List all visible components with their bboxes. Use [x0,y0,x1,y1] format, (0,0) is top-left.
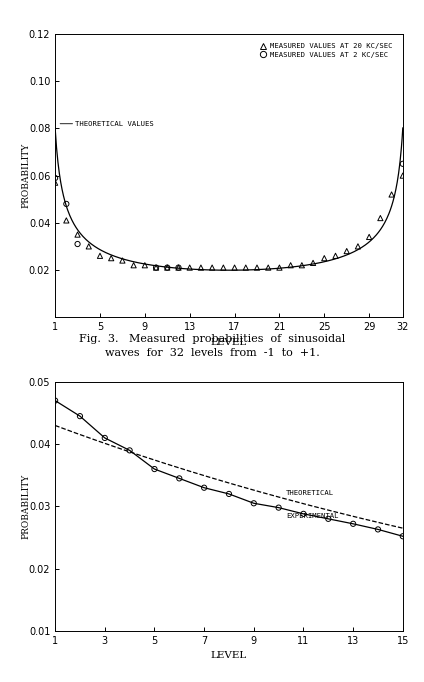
Point [287,260,294,271]
Point [243,262,249,273]
Point [63,198,70,209]
Point [101,432,108,443]
Point [332,250,339,261]
Point [231,262,238,273]
Point [276,262,283,273]
Point [298,260,305,271]
Point [63,215,70,226]
Point [325,514,332,524]
Point [251,498,257,509]
Point [119,255,126,266]
Point [321,253,328,264]
Point [300,508,307,519]
Point [77,411,84,421]
Text: Fig.  3.   Measured  probabilities  of  sinusoidal: Fig. 3. Measured probabilities of sinuso… [79,334,345,344]
Point [366,231,373,242]
Point [74,229,81,240]
Point [164,262,171,273]
Point [388,189,395,200]
Point [343,246,350,256]
Point [354,241,361,252]
Point [186,262,193,273]
Point [153,262,159,273]
Point [52,177,59,188]
Point [130,260,137,271]
Point [201,482,207,493]
Text: waves  for  32  levels  from  -1  to  +1.: waves for 32 levels from -1 to +1. [105,348,319,358]
X-axis label: LEVEL: LEVEL [211,651,247,660]
Point [399,170,406,181]
Point [310,257,316,268]
Y-axis label: PROBABILITY: PROBABILITY [22,143,31,208]
Point [97,250,103,261]
Point [399,531,406,542]
Point [164,262,171,273]
Text: EXPERIMENTAL: EXPERIMENTAL [286,513,339,518]
Legend: MEASURED VALUES AT 20 KC/SEC, MEASURED VALUES AT 2 KC/SEC: MEASURED VALUES AT 20 KC/SEC, MEASURED V… [258,44,392,58]
Point [374,524,381,535]
Point [377,213,384,224]
Text: THEORETICAL: THEORETICAL [286,490,334,496]
Point [275,502,282,513]
Point [399,158,406,169]
Point [85,241,92,252]
Point [52,395,59,406]
Point [176,473,183,484]
Point [220,262,227,273]
Point [254,262,260,273]
Point [52,173,59,183]
Point [175,262,182,273]
X-axis label: LEVEL: LEVEL [211,338,247,346]
Point [108,253,114,264]
Point [350,518,357,529]
Text: THEORETICAL VALUES: THEORETICAL VALUES [60,121,154,127]
Point [226,488,232,499]
Point [126,445,133,456]
Point [74,239,81,250]
Point [153,262,159,273]
Point [175,262,182,273]
Point [151,464,158,475]
Point [198,262,204,273]
Point [209,262,215,273]
Point [142,260,148,271]
Point [265,262,272,273]
Y-axis label: PROBABILITY: PROBABILITY [22,474,31,539]
